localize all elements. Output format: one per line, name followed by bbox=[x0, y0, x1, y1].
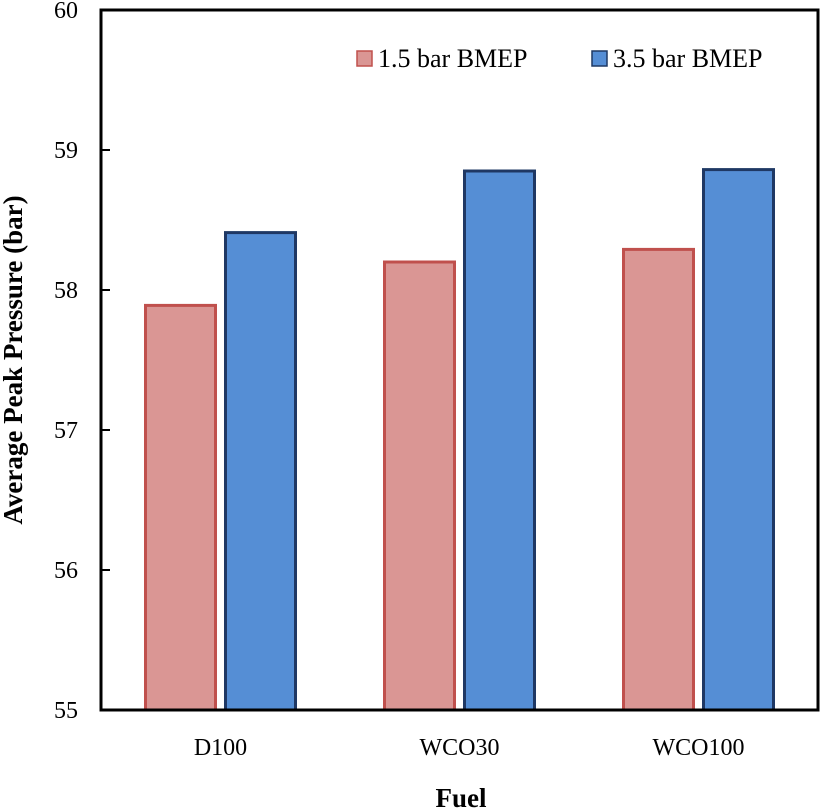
legend-swatch-1-5-bar bbox=[356, 50, 373, 67]
y-axis-ticks: 55 56 57 58 59 60 bbox=[54, 0, 110, 724]
x-tick-label: D100 bbox=[194, 735, 247, 761]
y-tick-label: 58 bbox=[54, 278, 78, 304]
x-tick-label: WCO100 bbox=[653, 735, 745, 761]
bar-d100-series-1 bbox=[144, 303, 217, 712]
bar-wco100-series-1 bbox=[622, 247, 695, 712]
bars bbox=[144, 168, 775, 712]
x-axis-ticks: D100 WCO30 WCO100 bbox=[194, 735, 745, 761]
bar-wco30-series-2 bbox=[463, 169, 536, 712]
bar-wco100-series-2 bbox=[702, 168, 775, 712]
x-tick-label: WCO30 bbox=[420, 735, 500, 761]
y-tick-label: 55 bbox=[54, 698, 78, 724]
legend-label-1-5-bar: 1.5 bar BMEP bbox=[378, 44, 528, 73]
bar-wco30-series-1 bbox=[383, 260, 456, 712]
bar-d100-series-2 bbox=[224, 231, 297, 712]
plot-frame bbox=[99, 8, 820, 712]
legend: 1.5 bar BMEP 3.5 bar BMEP bbox=[356, 44, 763, 73]
x-axis-title: Fuel bbox=[436, 783, 487, 812]
y-axis-title: Average Peak Pressure (bar) bbox=[0, 195, 28, 524]
legend-swatch-3-5-bar bbox=[591, 50, 608, 67]
y-tick-label: 56 bbox=[54, 558, 78, 584]
y-tick-label: 60 bbox=[54, 0, 78, 24]
y-tick-label: 57 bbox=[54, 418, 78, 444]
y-tick-label: 59 bbox=[54, 138, 78, 164]
legend-label-3-5-bar: 3.5 bar BMEP bbox=[613, 44, 763, 73]
